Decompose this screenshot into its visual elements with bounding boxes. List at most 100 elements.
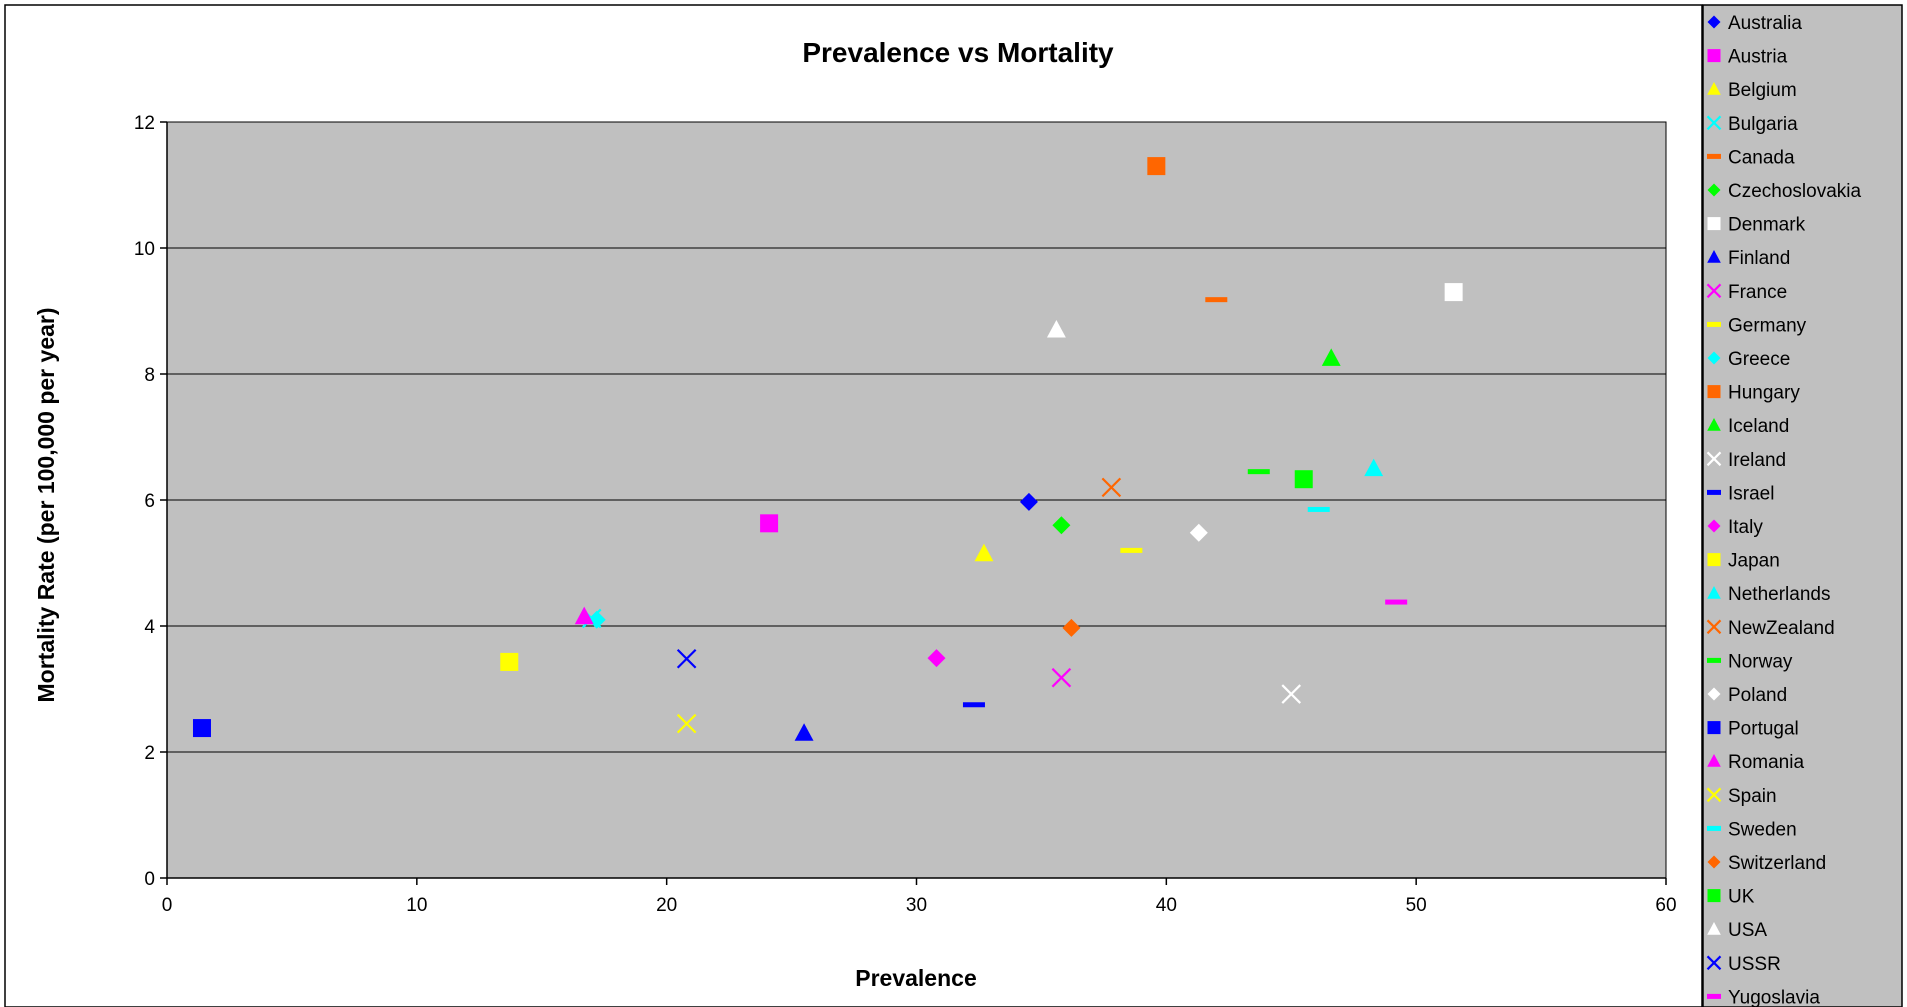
legend-entry-australia: Australia [1707,13,1802,34]
legend-label-italy: Italy [1728,517,1763,538]
x-axis-title: Prevalence [855,965,976,991]
y-tick-label: 10 [134,239,155,260]
legend-entry-belgium: Belgium [1707,80,1797,101]
legend-label-portugal: Portugal [1728,719,1799,740]
point-finland [794,723,814,741]
point-italy [927,649,946,668]
legend-marker-canada [1707,153,1721,159]
legend-label-austria: Austria [1728,47,1788,68]
legend-marker-spain [1706,787,1722,803]
point-norway [1247,469,1270,475]
legend-label-norway: Norway [1728,651,1793,672]
legend-label-denmark: Denmark [1728,215,1806,236]
legend-marker-austria [1707,49,1721,63]
point-hungary [1147,157,1166,176]
legend-marker-usa [1707,922,1721,935]
legend-entry-sweden: Sweden [1707,819,1797,840]
point-canada [1205,297,1228,303]
legend-entry-canada: Canada [1707,147,1795,168]
legend-marker-uk [1707,889,1721,903]
legend-label-romania: Romania [1728,752,1804,773]
legend-entry-italy: Italy [1707,517,1763,538]
legend-label-switzerland: Switzerland [1728,853,1826,874]
y-tick-label: 4 [144,617,155,638]
point-france [1051,667,1072,688]
legend-marker-finland [1707,250,1721,263]
y-tick-label: 8 [144,365,155,386]
legend-marker-ussr [1706,955,1722,971]
point-newzealand [1101,477,1122,498]
legend-marker-greece [1707,351,1721,365]
y-tick-label: 6 [144,491,155,512]
chart-title: Prevalence vs Mortality [802,37,1114,68]
legend-marker-australia [1707,15,1721,29]
point-poland [1189,523,1208,542]
legend: Australia Austria Belgium Bulgaria Canada Cze… [1706,13,1861,1007]
legend-marker-yugoslavia [1707,993,1721,999]
x-tick-label: 30 [906,895,927,916]
legend-entry-spain: Spain [1706,786,1777,807]
legend-marker-poland [1707,687,1721,701]
legend-marker-czechoslovakia [1707,183,1721,197]
point-iceland [1321,348,1341,366]
y-axis-title: Mortality Rate (per 100,000 per year) [33,307,59,702]
x-tick-label: 0 [162,895,173,916]
y-tick-labels: 0 2 4 6 8 10 12 [134,113,167,890]
legend-label-greece: Greece [1728,349,1790,370]
legend-entry-hungary: Hungary [1707,383,1800,404]
point-usa [1046,320,1066,338]
legend-entry-greece: Greece [1707,349,1790,370]
legend-label-newzealand: NewZealand [1728,618,1835,639]
legend-entry-usa: USA [1707,920,1767,941]
y-tick-label: 2 [144,743,155,764]
legend-label-czechoslovakia: Czechoslovakia [1728,181,1861,202]
y-tick-label: 0 [144,869,155,890]
legend-label-sweden: Sweden [1728,819,1797,840]
data-points [192,157,1463,741]
legend-label-ussr: USSR [1728,954,1781,975]
legend-entry-ussr: USSR [1706,954,1781,975]
legend-entry-netherlands: Netherlands [1707,584,1830,605]
legend-entry-portugal: Portugal [1707,719,1799,740]
legend-marker-israel [1707,489,1721,495]
legend-label-israel: Israel [1728,483,1774,504]
point-sweden [1307,506,1330,512]
legend-entry-bulgaria: Bulgaria [1706,114,1798,135]
point-netherlands [1364,458,1384,477]
point-austria [760,514,779,533]
legend-label-poland: Poland [1728,685,1787,706]
legend-marker-denmark [1707,217,1721,231]
legend-entry-switzerland: Switzerland [1707,853,1826,874]
point-portugal [192,719,211,738]
legend-label-usa: USA [1728,920,1767,941]
x-tick-label: 10 [406,895,427,916]
legend-marker-japan [1707,553,1721,567]
x-tick-label: 60 [1655,895,1676,916]
legend-marker-italy [1707,519,1721,533]
point-romania [574,606,594,625]
legend-entry-iceland: Iceland [1707,416,1789,437]
legend-marker-sweden [1707,825,1721,831]
x-tick-label: 50 [1406,895,1427,916]
legend-label-hungary: Hungary [1728,383,1800,404]
point-australia [1019,492,1038,511]
legend-entry-japan: Japan [1707,551,1780,572]
legend-entry-yugoslavia: Yugoslavia [1707,987,1820,1007]
legend-entry-poland: Poland [1707,685,1787,706]
legend-marker-belgium [1707,82,1721,95]
point-spain [676,713,697,734]
legend-marker-newzealand [1706,619,1722,635]
point-switzerland [1062,618,1081,637]
legend-marker-norway [1707,657,1721,663]
legend-marker-ireland [1706,451,1722,467]
legend-box [1702,4,1903,1007]
legend-entry-romania: Romania [1707,752,1804,773]
legend-entry-finland: Finland [1707,248,1790,269]
legend-marker-switzerland [1707,855,1721,869]
point-yugoslavia [1385,599,1408,605]
point-ussr [676,648,697,669]
legend-label-canada: Canada [1728,147,1795,168]
legend-marker-romania [1707,754,1721,767]
point-uk [1294,470,1313,489]
point-czechoslovakia [1052,516,1071,535]
